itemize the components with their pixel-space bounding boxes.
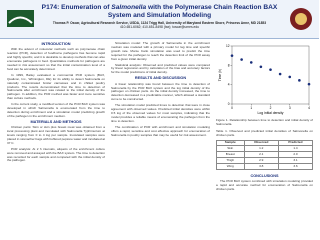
table: Sample Observed Predicted Skin 1.2 1.4 Breast 2… [216, 139, 313, 171]
data-point [307, 82, 311, 86]
data-point [269, 68, 272, 71]
paragraph: In the current study, a modified version… [7, 102, 105, 118]
column: 0 1 2 3 4 0 4 8 12 Log initial density Time (h) Fi… [216, 42, 313, 236]
paragraph: Simulation model: The growth of Salmonel… [111, 42, 210, 61]
data-point [249, 61, 253, 64]
umes-logo [290, 8, 312, 30]
table-cell: Wing [216, 163, 245, 171]
data-point [240, 58, 243, 61]
section-heading: INTRODUCTION [41, 42, 71, 46]
paragraph: Statistical analysis: Observed and predi… [111, 62, 210, 75]
data-point [298, 79, 301, 82]
data-point [278, 72, 282, 76]
data-point [288, 75, 292, 79]
paragraph: The PCR BAX system combined with simulat… [216, 179, 313, 192]
paragraph: Chicken parts: Skin or skin plus breast … [7, 125, 105, 145]
table-cell: 3.8 [243, 163, 279, 171]
column: Simulation model: The growth of Salmonel… [111, 42, 210, 236]
paragraph: PCR analysis: At 2 h intervals, aliquots… [7, 146, 105, 163]
y-tick-label: 12 [226, 44, 230, 48]
paragraph: In 1999, Bailey evaluated a commercial P… [7, 72, 105, 101]
authors: Thomas P. Oscar, Agricultural Research S… [52, 21, 267, 29]
data-point [230, 54, 234, 57]
x-tick-label: 3 [289, 106, 291, 110]
paragraph: A linear relationship was found between … [111, 81, 210, 102]
x-tick-label: 2 [270, 106, 272, 110]
table-caption: Table 1. Observed and predicted initial … [216, 128, 313, 137]
table-header: Sample Observed Predicted [216, 139, 313, 147]
x-axis-label: Log initial density [257, 111, 283, 115]
usda-logo [7, 10, 34, 27]
section-heading: RESULTS AND DISCUSSION [134, 76, 187, 81]
data-point [259, 65, 263, 69]
section-heading: CONCLUSIONS [250, 174, 279, 179]
y-axis-label: Time (h) [218, 69, 222, 82]
section-heading: MATERIALS AND METHODS [30, 119, 82, 124]
header: P174: Enumeration of Salmonella with the… [0, 0, 319, 39]
column: INTRODUCTION With the advent of molecular… [7, 42, 105, 236]
plot-area [231, 45, 310, 105]
title: P174: Enumeration of Salmonella with the… [41, 4, 278, 19]
y-tick-label: 0 [228, 102, 230, 106]
x-tick-label: 0 [231, 106, 233, 110]
paragraph: With the advent of molecular methods suc… [7, 47, 105, 71]
x-tick-label: 1 [250, 106, 252, 110]
y-tick-label: 4 [228, 83, 230, 87]
table-cell: 3.6 [277, 163, 313, 171]
table-row: Wing 3.8 3.6 [216, 163, 313, 171]
x-tick-label: 4 [308, 106, 310, 110]
y-tick-label: 8 [228, 63, 230, 67]
paragraph: The combination of PCR with enrichment a… [111, 124, 210, 137]
paragraph: The simulation model predicted times to … [111, 103, 210, 123]
figure-caption: Figure 1. Relationship between time to d… [216, 117, 313, 126]
